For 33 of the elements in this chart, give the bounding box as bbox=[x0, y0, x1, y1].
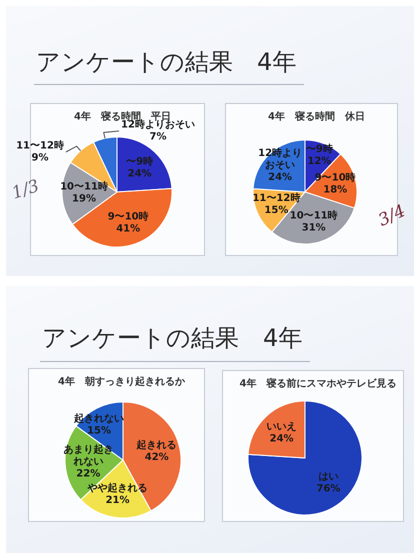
data-label: 7% bbox=[150, 132, 166, 142]
data-label: 15% bbox=[87, 426, 111, 436]
data-label: 21% bbox=[106, 494, 130, 506]
data-label: 24% bbox=[270, 434, 294, 445]
data-label: 24% bbox=[128, 168, 152, 180]
slice-label: はい bbox=[318, 471, 338, 482]
slice-label: 11〜12時 bbox=[252, 192, 300, 204]
data-label: 41% bbox=[116, 224, 140, 235]
data-label: 24% bbox=[268, 172, 292, 183]
text: 1/3 bbox=[10, 176, 42, 204]
slice-label: いいえ bbox=[266, 422, 297, 433]
slice-label: 〜9時 bbox=[306, 143, 333, 156]
slice-label: 9〜10時 bbox=[108, 210, 149, 223]
slice-label: 〜9時 bbox=[126, 155, 154, 168]
text: アンケートの結果 4年 bbox=[42, 324, 302, 352]
slice-label: 11〜12時 bbox=[16, 140, 64, 152]
data-label: 31% bbox=[302, 222, 326, 234]
data-label: 22% bbox=[76, 468, 100, 480]
slice-label: 12時よりおそい bbox=[258, 146, 302, 171]
text: 3/4 bbox=[375, 201, 409, 231]
chart-title: 4年 朝すっきり起きれるか bbox=[58, 376, 186, 388]
chart-title: 4年 寝る前にスマホやテレビ見る bbox=[240, 378, 396, 390]
data-label: 18% bbox=[323, 184, 348, 196]
slice-label: 起きれる bbox=[136, 438, 177, 451]
data-label: 9% bbox=[32, 152, 48, 164]
data-label: 19% bbox=[72, 194, 96, 205]
chart-title: 4年 寝る時間 休日 bbox=[268, 110, 365, 122]
data-label: 12% bbox=[307, 156, 332, 168]
slice-label: 10〜11時 bbox=[290, 209, 338, 222]
data-label: 15% bbox=[264, 204, 288, 216]
data-label: 76% bbox=[316, 483, 340, 494]
text: アンケートの結果 4年 bbox=[36, 48, 296, 76]
data-label: 42% bbox=[144, 452, 169, 463]
